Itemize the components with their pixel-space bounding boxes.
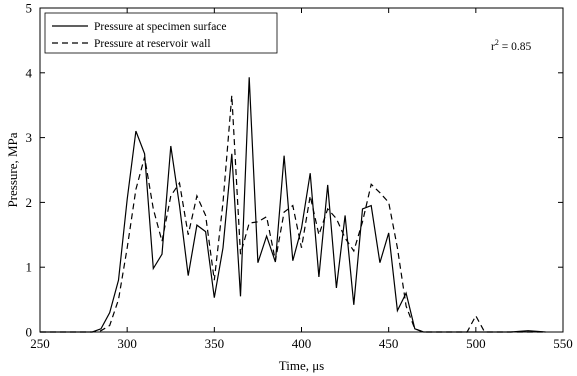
x-tick-label: 450 xyxy=(379,336,399,351)
y-tick-label: 5 xyxy=(26,1,33,16)
x-tick-label: 550 xyxy=(553,336,573,351)
y-tick-label: 3 xyxy=(26,130,33,145)
y-tick-label: 2 xyxy=(26,195,33,210)
legend-label-specimen-surface: Pressure at specimen surface xyxy=(94,21,227,33)
y-tick-label: 4 xyxy=(26,65,33,80)
annotation-superscript: 2 xyxy=(495,38,499,47)
x-tick-label: 400 xyxy=(292,336,312,351)
x-tick-label: 350 xyxy=(205,336,225,351)
annotation-value: = 0.85 xyxy=(499,41,532,53)
x-axis-label: Time, μs xyxy=(279,358,325,373)
legend: Pressure at specimen surface Pressure at… xyxy=(44,12,278,54)
plot-content xyxy=(40,77,546,333)
series-line-reservoir-wall xyxy=(40,95,546,333)
y-tick-label: 0 xyxy=(26,325,33,340)
legend-label-reservoir-wall: Pressure at reservoir wall xyxy=(94,38,211,50)
annotation-r: r xyxy=(491,41,495,53)
x-tick-label: 300 xyxy=(117,336,137,351)
r-squared-annotation: r2 = 0.85 xyxy=(491,38,531,53)
legend-box xyxy=(44,12,278,54)
axis-ticks: 250 300 350 400 450 500 550 0 1 2 3 4 5 xyxy=(26,1,573,352)
plot-frame xyxy=(39,7,564,333)
x-tick-label: 500 xyxy=(466,336,486,351)
y-tick-label: 1 xyxy=(26,260,33,275)
x-tick-label: 250 xyxy=(30,336,50,351)
series-line-specimen-surface xyxy=(40,77,546,333)
y-axis-label: Pressure, MPa xyxy=(5,132,20,207)
